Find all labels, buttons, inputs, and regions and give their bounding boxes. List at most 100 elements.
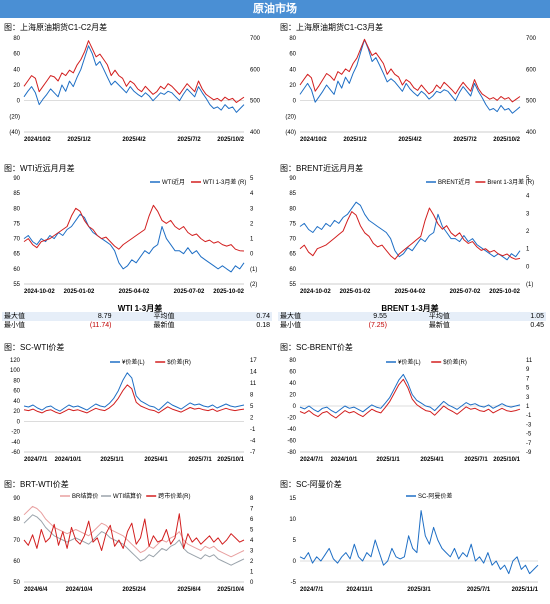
legend-label-1: BR结算价 <box>72 492 98 500</box>
y-right-tick-label: 11 <box>526 358 533 364</box>
x-tick-label: 2025/1/2 <box>67 137 91 143</box>
series-line-1 <box>299 39 521 114</box>
y-left-tick-label: 0 <box>17 99 21 105</box>
y-left-tick-label: 50 <box>13 580 20 586</box>
x-tick-label: 2025-07-02 <box>450 289 481 295</box>
chart-sc-wti: 120 100 80 60 40 20 0 -20 -40 -60 17 14 11 8 5 2 -1 -4 -7 2… <box>10 358 257 463</box>
y-left-tick-label: 60 <box>13 267 20 273</box>
wti-latest-value: 0.18 <box>256 322 270 329</box>
y-left-tick-label: 100 <box>10 368 21 374</box>
y-left-tick-label: 40 <box>13 399 20 405</box>
y-right-tick-label: 500 <box>526 99 537 105</box>
brent-stats-title: BRENT 1-3月差 <box>381 304 439 313</box>
y-left-tick-label: 70 <box>289 237 296 243</box>
y-left-tick-label: 10 <box>289 517 296 523</box>
y-left-tick-label: -20 <box>11 430 20 436</box>
y-left-tick-label: 40 <box>289 67 296 73</box>
y-right-tick-label: -7 <box>526 441 532 447</box>
panel-title-sc-c1-c3: 图：上海原油期货C1-C3月差 <box>280 23 384 32</box>
y-left-tick-label: 15 <box>289 496 296 502</box>
y-left-tick-label: (20) <box>9 114 20 120</box>
y-left-tick-label: 0 <box>17 419 21 425</box>
series-line-2 <box>299 207 521 260</box>
x-tick-label: 2025/7/1 <box>188 457 212 463</box>
x-tick-label: 2024/10/2 <box>300 137 327 143</box>
panel-title-brent-spread: 图：BRENT近远月月差 <box>280 164 364 173</box>
y-left-tick-label: 40 <box>13 67 20 73</box>
series-line-2 <box>23 384 245 415</box>
x-tick-label: 2025/1/1 <box>100 457 124 463</box>
y-right-tick-label: -5 <box>526 432 532 438</box>
x-tick-label: 2025/4/2 <box>122 137 146 143</box>
chart-sc-c1-c3: 80 60 40 20 0 (20) (40) 700 600 500 400 2024/10/2 20… <box>285 36 537 143</box>
brent-max-value: 9.55 <box>373 313 387 320</box>
x-tick-label: 2024/11/1 <box>346 587 373 593</box>
y-right-tick-label: 2 <box>250 221 254 227</box>
x-tick-label: 2025-10-02 <box>489 289 520 295</box>
panel-title-sc-brent: 图：SC-BRENT价差 <box>280 343 353 352</box>
section-banner: 原油市场 <box>0 0 550 18</box>
x-tick-label: 2025/7/1 <box>467 587 491 593</box>
x-tick-label: 2024/10/2 <box>24 137 51 143</box>
y-left-tick-label: 55 <box>13 282 20 288</box>
y-right-tick-label: 5 <box>250 528 254 534</box>
brent-latest-label: 最新值 <box>428 322 450 329</box>
y-left-tick-label: 0 <box>293 99 297 105</box>
series-line-2 <box>299 378 521 419</box>
y-left-tick-label: 80 <box>13 36 20 42</box>
x-tick-label: 2024/7/1 <box>24 457 48 463</box>
legend-label-2: $价差(R) <box>443 358 467 366</box>
series-line-1 <box>299 510 539 575</box>
y-left-tick-label: -40 <box>287 427 296 433</box>
x-tick-label: 2025-01-02 <box>340 289 371 295</box>
x-tick-label: 2025-04-02 <box>119 289 150 295</box>
series-line-1 <box>299 201 521 261</box>
y-left-tick-label: 20 <box>289 393 296 399</box>
wti-max-value: 8.79 <box>97 313 112 320</box>
y-left-tick-label: -5 <box>291 580 297 586</box>
x-tick-label: 2025/10/2 <box>217 137 244 143</box>
wti-stats-title: WTI 1-3月差 <box>117 304 163 313</box>
x-tick-label: 2025/7/2 <box>177 137 201 143</box>
y-right-tick-label: -3 <box>526 422 532 428</box>
series-line-1 <box>299 373 521 414</box>
x-tick-label: 2025/2/4 <box>122 587 146 593</box>
y-right-tick-label: -4 <box>250 439 256 445</box>
series-line-1 <box>23 372 245 412</box>
x-tick-label: 2025/10/2 <box>493 137 520 143</box>
y-right-tick-label: 8 <box>250 496 254 502</box>
y-right-tick-label: 4 <box>526 194 530 200</box>
y-right-tick-label: 2 <box>250 559 254 565</box>
chart-brt-wti: 90 80 70 60 50 8 7 6 5 4 3 2 1 0 2024/6/4 2024/10/4 2025… <box>13 492 254 593</box>
y-left-tick-label: 0 <box>293 559 297 565</box>
y-right-tick-label: 2 <box>526 229 530 235</box>
brent-min-label: 最小值 <box>280 322 301 329</box>
y-left-tick-label: 80 <box>289 358 296 364</box>
legend-label-2: Brent 1-3月差 (R) <box>487 178 534 186</box>
x-tick-label: 2024/6/4 <box>24 587 48 593</box>
x-tick-label: 2025/10/1 <box>217 457 244 463</box>
panel-title-sc-wti: 图：SC-WTI价差 <box>4 343 65 352</box>
y-right-tick-label: 9 <box>526 367 530 373</box>
y-right-tick-label: 600 <box>250 67 261 73</box>
series-line-2 <box>23 204 245 252</box>
legend-label-2: WTI结算价 <box>113 492 142 500</box>
panel-title-sc-c1-c2: 图：上海原油期货C1-C2月差 <box>4 23 108 32</box>
y-right-tick-label: 400 <box>250 130 261 136</box>
y-right-tick-label: 6 <box>250 517 254 523</box>
x-tick-label: 2025/4/1 <box>420 457 444 463</box>
y-left-tick-label: (40) <box>285 130 296 136</box>
y-right-tick-label: 4 <box>250 191 254 197</box>
y-right-tick-label: 1 <box>250 237 254 243</box>
y-right-tick-label: -1 <box>526 413 532 419</box>
y-left-tick-label: 20 <box>289 83 296 89</box>
y-right-tick-label: 700 <box>250 36 261 42</box>
y-left-tick-label: -60 <box>11 450 20 456</box>
x-tick-label: 2025/4/1 <box>144 457 168 463</box>
x-tick-label: 2025/7/1 <box>464 457 488 463</box>
y-right-tick-label: (1) <box>526 282 533 288</box>
x-tick-label: 2025-07-02 <box>174 289 205 295</box>
legend-label-1: BRENT近月 <box>438 178 470 186</box>
